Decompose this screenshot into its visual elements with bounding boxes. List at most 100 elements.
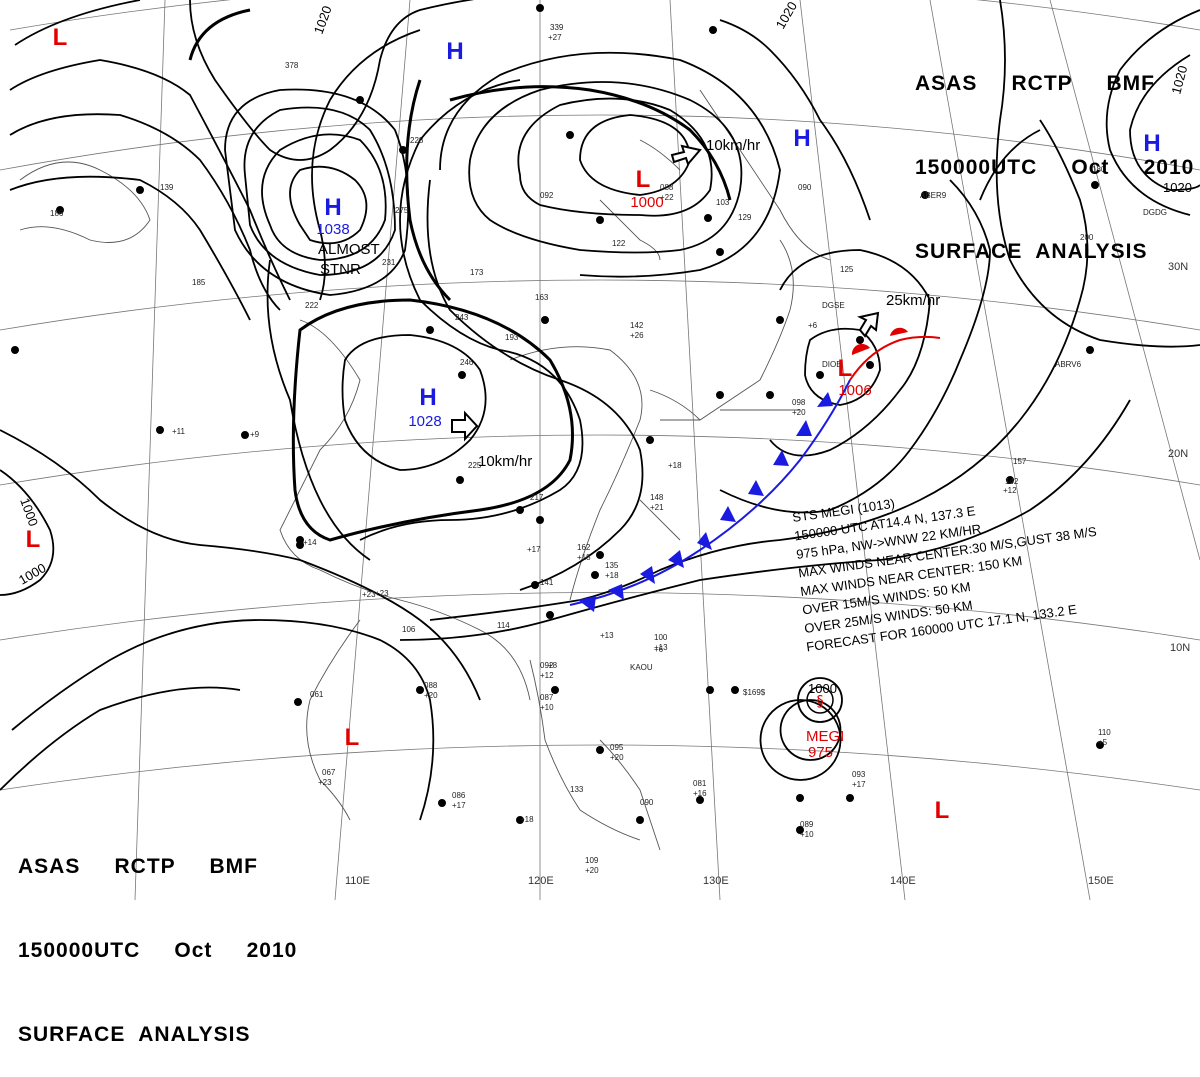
station-dot — [796, 826, 804, 834]
station-dot — [731, 686, 739, 694]
station-label: DIOE — [822, 360, 842, 369]
header-top-right: ASAS RCTP BMF 150000UTC Oct 2010 SURFACE… — [915, 14, 1194, 294]
station-label: +17 — [452, 801, 466, 810]
station-label: $169$ — [743, 688, 766, 697]
station-label: 098 — [792, 398, 806, 407]
station-dot — [704, 214, 712, 222]
station-label: +22 — [660, 193, 674, 202]
station-label: +20 — [585, 866, 599, 875]
station-dot — [551, 686, 559, 694]
isobar-label: 1000 — [16, 560, 49, 587]
motion-labels: 10km/hr 10km/hr 25km/hr — [478, 137, 940, 470]
station-dot — [776, 316, 784, 324]
station-label: +23 — [318, 778, 332, 787]
lat-label-20N: 20N — [1168, 448, 1188, 460]
station-label: 378 — [285, 61, 299, 70]
station-dot — [11, 346, 19, 354]
station-label: 086 — [452, 791, 466, 800]
low-center-symbol: L — [636, 166, 651, 193]
station-label: 087 — [540, 693, 554, 702]
station-label: 129 — [738, 213, 752, 222]
station-label: 157 — [1013, 457, 1027, 466]
lon-label-130E: 130E — [703, 875, 729, 887]
header-line2: 150000UTC Oct 2010 — [915, 156, 1195, 179]
low-center-symbol: L — [838, 355, 853, 382]
typhoon-pressure: 975 — [808, 744, 833, 761]
station-label: ABER9 — [920, 191, 947, 200]
station-label: 162 — [577, 543, 591, 552]
station-label: 106 — [402, 625, 416, 634]
station-dot — [1096, 741, 1104, 749]
station-label: +20 — [792, 408, 806, 417]
station-label: 135 — [605, 561, 619, 570]
station-dot — [1086, 346, 1094, 354]
motion-arrow-2 — [670, 144, 702, 166]
station-label: 163 — [535, 293, 549, 302]
station-dot — [56, 206, 64, 214]
high-center-symbol: H — [324, 194, 341, 221]
cold-front — [569, 379, 851, 612]
header-bottom-left: ASAS RCTP BMF 150000UTC Oct 2010 SURFACE… — [18, 797, 297, 1077]
station-dot — [716, 391, 724, 399]
station-dot — [426, 326, 434, 334]
station-label: +10 — [540, 703, 554, 712]
station-label: 275 — [395, 206, 409, 215]
station-dot — [591, 571, 599, 579]
station-dot — [516, 816, 524, 824]
station-dot — [566, 131, 574, 139]
graticule — [0, 0, 1200, 900]
heavy-isobars — [188, 8, 732, 542]
station-label: +6 — [808, 321, 818, 330]
isobar-label: 1020 — [311, 4, 335, 36]
station-label: +26 — [630, 331, 644, 340]
low-center-value: 1000 — [630, 194, 663, 211]
station-dot — [531, 581, 539, 589]
typhoon-symbol: § — [816, 692, 824, 710]
station-label: +20 — [610, 753, 624, 762]
station-dot — [536, 516, 544, 524]
station-label: 228 — [410, 136, 424, 145]
station-label: +16 — [693, 789, 707, 798]
station-label: KAOU — [630, 663, 653, 672]
station-label: 339 — [550, 23, 564, 32]
station-dot — [646, 436, 654, 444]
station-label: 148 — [650, 493, 664, 502]
station-label: 114 — [497, 621, 510, 630]
station-label: +6 — [654, 645, 664, 654]
station-label: 246 — [460, 358, 474, 367]
station-label: 141 — [540, 578, 554, 587]
station-label: 133 — [570, 785, 584, 794]
motion-arrow-3 — [857, 311, 880, 338]
motion-label: 10km/hr — [478, 453, 532, 470]
station-label: 110 — [1098, 728, 1111, 737]
station-label: +5 — [1098, 738, 1108, 747]
isobar-label: 1020 — [1168, 64, 1190, 96]
station-dot — [456, 476, 464, 484]
station-label: +12 — [540, 671, 554, 680]
station-dot — [706, 686, 714, 694]
station-dot — [136, 186, 144, 194]
header-line1: ASAS RCTP BMF — [915, 72, 1155, 95]
station-dot — [846, 794, 854, 802]
low-center-symbol: L — [26, 526, 41, 553]
station-label: 089 — [800, 820, 814, 829]
lon-label-150E: 150E — [1088, 875, 1114, 887]
station-label: 243 — [455, 313, 469, 322]
station-label: +21 — [650, 503, 664, 512]
station-label: +17 — [852, 780, 866, 789]
station-label: +14 — [303, 538, 317, 547]
station-dot — [816, 371, 824, 379]
station-dot — [294, 698, 302, 706]
high-center-symbol: H — [446, 38, 463, 65]
station-label: 142 — [630, 321, 644, 330]
station-label: 125 — [840, 265, 854, 274]
high-center-symbol: H — [1143, 130, 1160, 157]
isobar-label: 1020 — [773, 0, 800, 31]
station-label: +10 — [800, 830, 814, 839]
station-dot — [458, 371, 466, 379]
station-dot — [921, 191, 929, 199]
station-label: 093 — [852, 770, 866, 779]
stnr-label: STNR — [320, 261, 361, 278]
isobar-label: 1000 — [17, 496, 41, 528]
station-label: 090 — [798, 183, 812, 192]
